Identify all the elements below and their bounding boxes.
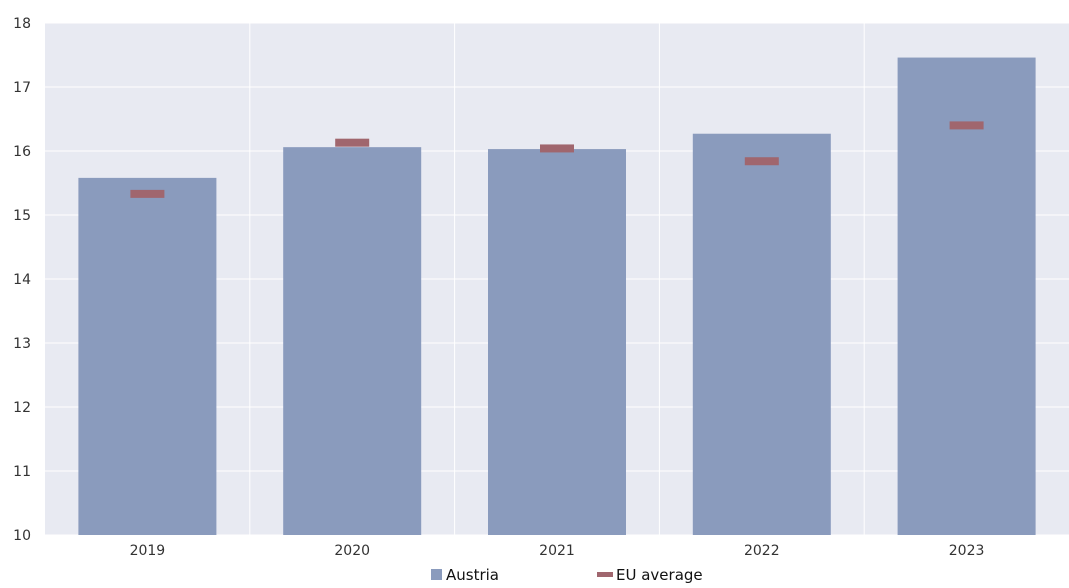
marker-eu-average-2019 xyxy=(130,189,165,198)
legend-swatch-eu-average xyxy=(597,572,613,577)
y-axis-ticks: 10 11 12 13 14 15 16 17 18 xyxy=(13,16,31,544)
x-tick-label: 2021 xyxy=(539,543,575,559)
bar-austria-2019 xyxy=(78,177,217,535)
x-axis-ticks: 2019 2020 2021 2022 2023 xyxy=(130,543,985,559)
bar-austria-2020 xyxy=(283,147,422,535)
y-tick-label: 15 xyxy=(13,208,31,224)
y-tick-label: 16 xyxy=(13,144,31,160)
austria-bars xyxy=(78,57,1036,536)
marker-eu-average-2021 xyxy=(540,144,574,153)
marker-eu-average-2020 xyxy=(335,138,370,147)
y-tick-label: 17 xyxy=(13,80,31,96)
x-tick-label: 2022 xyxy=(744,543,780,559)
y-tick-label: 10 xyxy=(13,528,31,544)
y-tick-label: 13 xyxy=(13,336,31,352)
legend-label-austria: Austria xyxy=(446,566,499,584)
legend-swatch-austria xyxy=(431,569,442,580)
legend-label-eu-average: EU average xyxy=(616,566,703,584)
x-tick-label: 2023 xyxy=(949,543,985,559)
legend: Austria EU average xyxy=(431,566,703,584)
y-tick-label: 12 xyxy=(13,400,31,416)
x-tick-label: 2019 xyxy=(130,543,166,559)
marker-eu-average-2022 xyxy=(744,157,779,166)
marker-eu-average-2023 xyxy=(949,121,984,130)
bar-austria-2021 xyxy=(488,149,626,535)
bar-austria-2023 xyxy=(897,57,1036,536)
x-tick-label: 2020 xyxy=(334,543,370,559)
y-tick-label: 11 xyxy=(13,464,31,480)
y-tick-label: 18 xyxy=(13,16,31,32)
y-tick-label: 14 xyxy=(13,272,31,288)
bar-austria-2022 xyxy=(692,133,831,535)
eu-average-markers xyxy=(130,121,984,198)
